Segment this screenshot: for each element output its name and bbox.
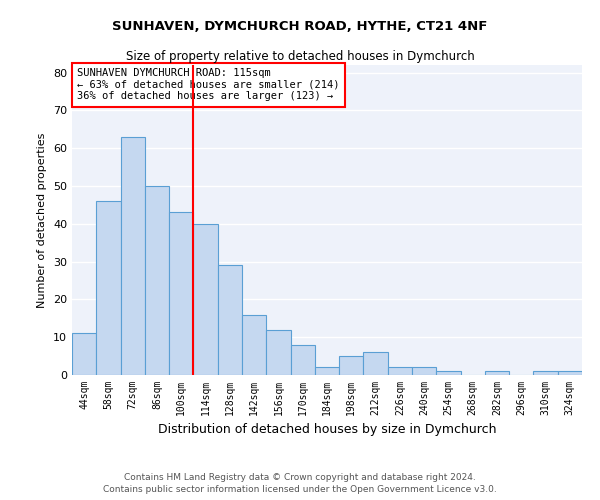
- Bar: [266, 330, 290, 375]
- Bar: [558, 371, 582, 375]
- Bar: [72, 334, 96, 375]
- X-axis label: Distribution of detached houses by size in Dymchurch: Distribution of detached houses by size …: [158, 424, 496, 436]
- Bar: [193, 224, 218, 375]
- Bar: [364, 352, 388, 375]
- Bar: [412, 368, 436, 375]
- Bar: [436, 371, 461, 375]
- Y-axis label: Number of detached properties: Number of detached properties: [37, 132, 47, 308]
- Bar: [218, 266, 242, 375]
- Text: Contains public sector information licensed under the Open Government Licence v3: Contains public sector information licen…: [103, 486, 497, 494]
- Bar: [242, 314, 266, 375]
- Bar: [485, 371, 509, 375]
- Text: SUNHAVEN, DYMCHURCH ROAD, HYTHE, CT21 4NF: SUNHAVEN, DYMCHURCH ROAD, HYTHE, CT21 4N…: [112, 20, 488, 33]
- Bar: [96, 201, 121, 375]
- Text: Contains HM Land Registry data © Crown copyright and database right 2024.: Contains HM Land Registry data © Crown c…: [124, 473, 476, 482]
- Bar: [533, 371, 558, 375]
- Text: SUNHAVEN DYMCHURCH ROAD: 115sqm
← 63% of detached houses are smaller (214)
36% o: SUNHAVEN DYMCHURCH ROAD: 115sqm ← 63% of…: [77, 68, 340, 102]
- Bar: [145, 186, 169, 375]
- Bar: [290, 345, 315, 375]
- Bar: [388, 368, 412, 375]
- Bar: [315, 368, 339, 375]
- Bar: [339, 356, 364, 375]
- Bar: [121, 137, 145, 375]
- Text: Size of property relative to detached houses in Dymchurch: Size of property relative to detached ho…: [125, 50, 475, 63]
- Bar: [169, 212, 193, 375]
